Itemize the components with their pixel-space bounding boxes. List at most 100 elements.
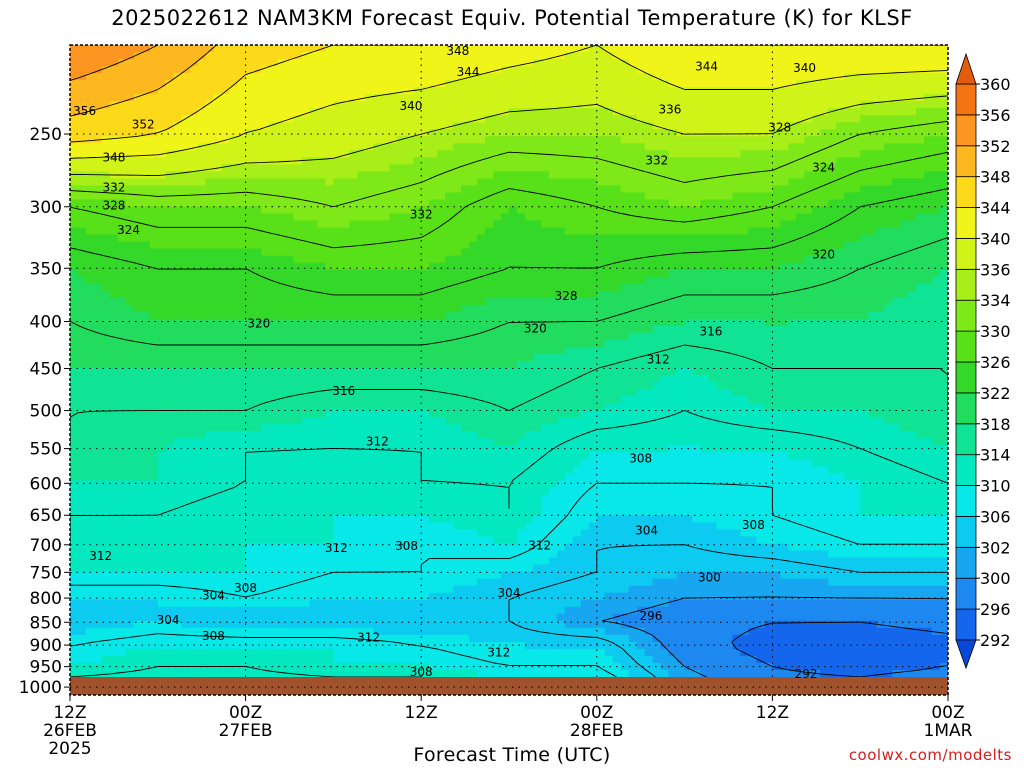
field-cell — [357, 234, 366, 243]
field-cell — [125, 185, 135, 194]
field-cell — [301, 241, 311, 250]
field-cell — [285, 206, 295, 215]
field-cell — [860, 122, 869, 130]
field-cell — [461, 122, 470, 130]
field-cell — [261, 115, 271, 123]
field-cell — [556, 304, 566, 313]
field-cell — [109, 290, 119, 299]
field-cell — [349, 66, 358, 74]
field-cell — [788, 115, 797, 123]
field-cell — [812, 332, 821, 341]
field-cell — [556, 297, 566, 306]
field-cell — [868, 192, 877, 201]
field-cell — [524, 220, 534, 229]
field-cell — [437, 122, 446, 130]
field-cell — [453, 248, 462, 257]
field-cell — [668, 325, 678, 334]
field-cell — [141, 178, 151, 187]
field-cell — [700, 227, 710, 236]
field-cell — [652, 185, 662, 194]
field-cell — [660, 269, 670, 278]
field-cell — [325, 339, 334, 348]
field-cell — [493, 178, 502, 187]
field-cell — [253, 361, 263, 369]
field-cell — [229, 192, 239, 201]
field-cell — [349, 150, 358, 158]
field-cell — [700, 325, 710, 334]
field-cell — [724, 94, 734, 102]
field-cell — [141, 66, 151, 74]
field-cell — [916, 52, 925, 60]
field-cell — [788, 80, 797, 88]
field-cell — [772, 255, 781, 264]
field-cell — [205, 206, 215, 215]
field-cell — [940, 94, 948, 102]
field-cell — [117, 248, 127, 257]
field-cell — [884, 227, 893, 236]
field-cell — [644, 290, 654, 299]
field-cell — [596, 276, 606, 285]
field-cell — [668, 66, 678, 74]
field-cell — [844, 80, 853, 88]
field-cell — [373, 234, 382, 243]
field-cell — [317, 192, 327, 201]
field-cell — [301, 59, 311, 67]
field-cell — [780, 87, 789, 95]
field-cell — [612, 164, 622, 172]
field-cell — [157, 87, 167, 95]
field-cell — [892, 80, 901, 88]
field-cell — [716, 66, 726, 74]
field-cell — [373, 73, 382, 81]
field-cell — [197, 73, 207, 81]
field-cell — [93, 241, 103, 250]
field-cell — [413, 80, 422, 88]
field-cell — [477, 304, 486, 313]
field-cell — [237, 255, 247, 264]
field-cell — [524, 332, 534, 341]
field-cell — [708, 108, 718, 116]
field-cell — [437, 178, 446, 187]
field-cell — [676, 346, 686, 355]
field-cell — [269, 192, 279, 201]
field-cell — [628, 59, 638, 67]
field-cell — [572, 220, 582, 229]
field-cell — [261, 290, 271, 299]
field-cell — [740, 318, 750, 327]
field-cell — [868, 185, 877, 194]
field-cell — [876, 290, 885, 299]
field-cell — [828, 199, 837, 208]
field-cell — [532, 45, 542, 53]
field-cell — [317, 73, 327, 81]
field-cell — [317, 213, 327, 222]
field-cell — [756, 241, 766, 250]
field-cell — [636, 241, 646, 250]
field-cell — [405, 164, 414, 172]
field-cell — [908, 262, 917, 271]
field-cell — [109, 339, 119, 348]
field-cell — [564, 283, 574, 292]
field-cell — [708, 304, 718, 313]
field-cell — [748, 66, 758, 74]
field-cell — [532, 318, 542, 327]
field-cell — [373, 311, 382, 320]
field-cell — [836, 311, 845, 320]
field-cell — [740, 171, 750, 180]
field-cell — [748, 325, 758, 334]
field-cell — [524, 164, 534, 172]
field-cell — [373, 353, 382, 362]
field-cell — [173, 52, 183, 60]
field-cell — [876, 129, 885, 137]
field-cell — [780, 276, 789, 285]
field-cell — [852, 199, 861, 208]
field-cell — [596, 199, 606, 208]
field-cell — [716, 297, 726, 306]
field-cell — [133, 311, 143, 320]
field-cell — [772, 339, 781, 348]
field-cell — [844, 213, 853, 222]
field-cell — [652, 101, 662, 109]
field-cell — [189, 59, 199, 67]
field-cell — [820, 129, 829, 137]
field-cell — [461, 353, 470, 362]
field-cell — [109, 157, 119, 165]
field-cell — [357, 304, 366, 313]
